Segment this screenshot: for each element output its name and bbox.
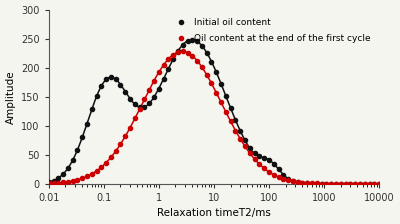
Oil content at the end of the first cycle — [180, 50, 185, 53]
Initial oil content — [123, 90, 128, 93]
Oil content at the end of the first cycle — [329, 182, 334, 185]
Line: Oil content at the end of the first cycle: Oil content at the end of the first cycl… — [47, 49, 381, 186]
Initial oil content — [334, 183, 338, 185]
Legend: Initial oil content, Oil content at the end of the first cycle: Initial oil content, Oil content at the … — [168, 14, 375, 47]
Line: Initial oil content: Initial oil content — [47, 38, 381, 186]
Initial oil content — [329, 183, 334, 185]
Oil content at the end of the first cycle — [233, 129, 238, 132]
Oil content at the end of the first cycle — [147, 88, 152, 91]
Oil content at the end of the first cycle — [377, 183, 382, 185]
X-axis label: Relaxation timeT2/ms: Relaxation timeT2/ms — [157, 209, 271, 218]
Oil content at the end of the first cycle — [90, 172, 94, 175]
Initial oil content — [190, 38, 195, 41]
Oil content at the end of the first cycle — [46, 182, 51, 185]
Oil content at the end of the first cycle — [334, 182, 338, 185]
Oil content at the end of the first cycle — [123, 135, 128, 138]
Initial oil content — [233, 119, 238, 121]
Initial oil content — [90, 108, 94, 111]
Initial oil content — [46, 181, 51, 183]
Initial oil content — [147, 102, 152, 105]
Initial oil content — [377, 183, 382, 185]
Y-axis label: Amplitude: Amplitude — [6, 70, 16, 123]
